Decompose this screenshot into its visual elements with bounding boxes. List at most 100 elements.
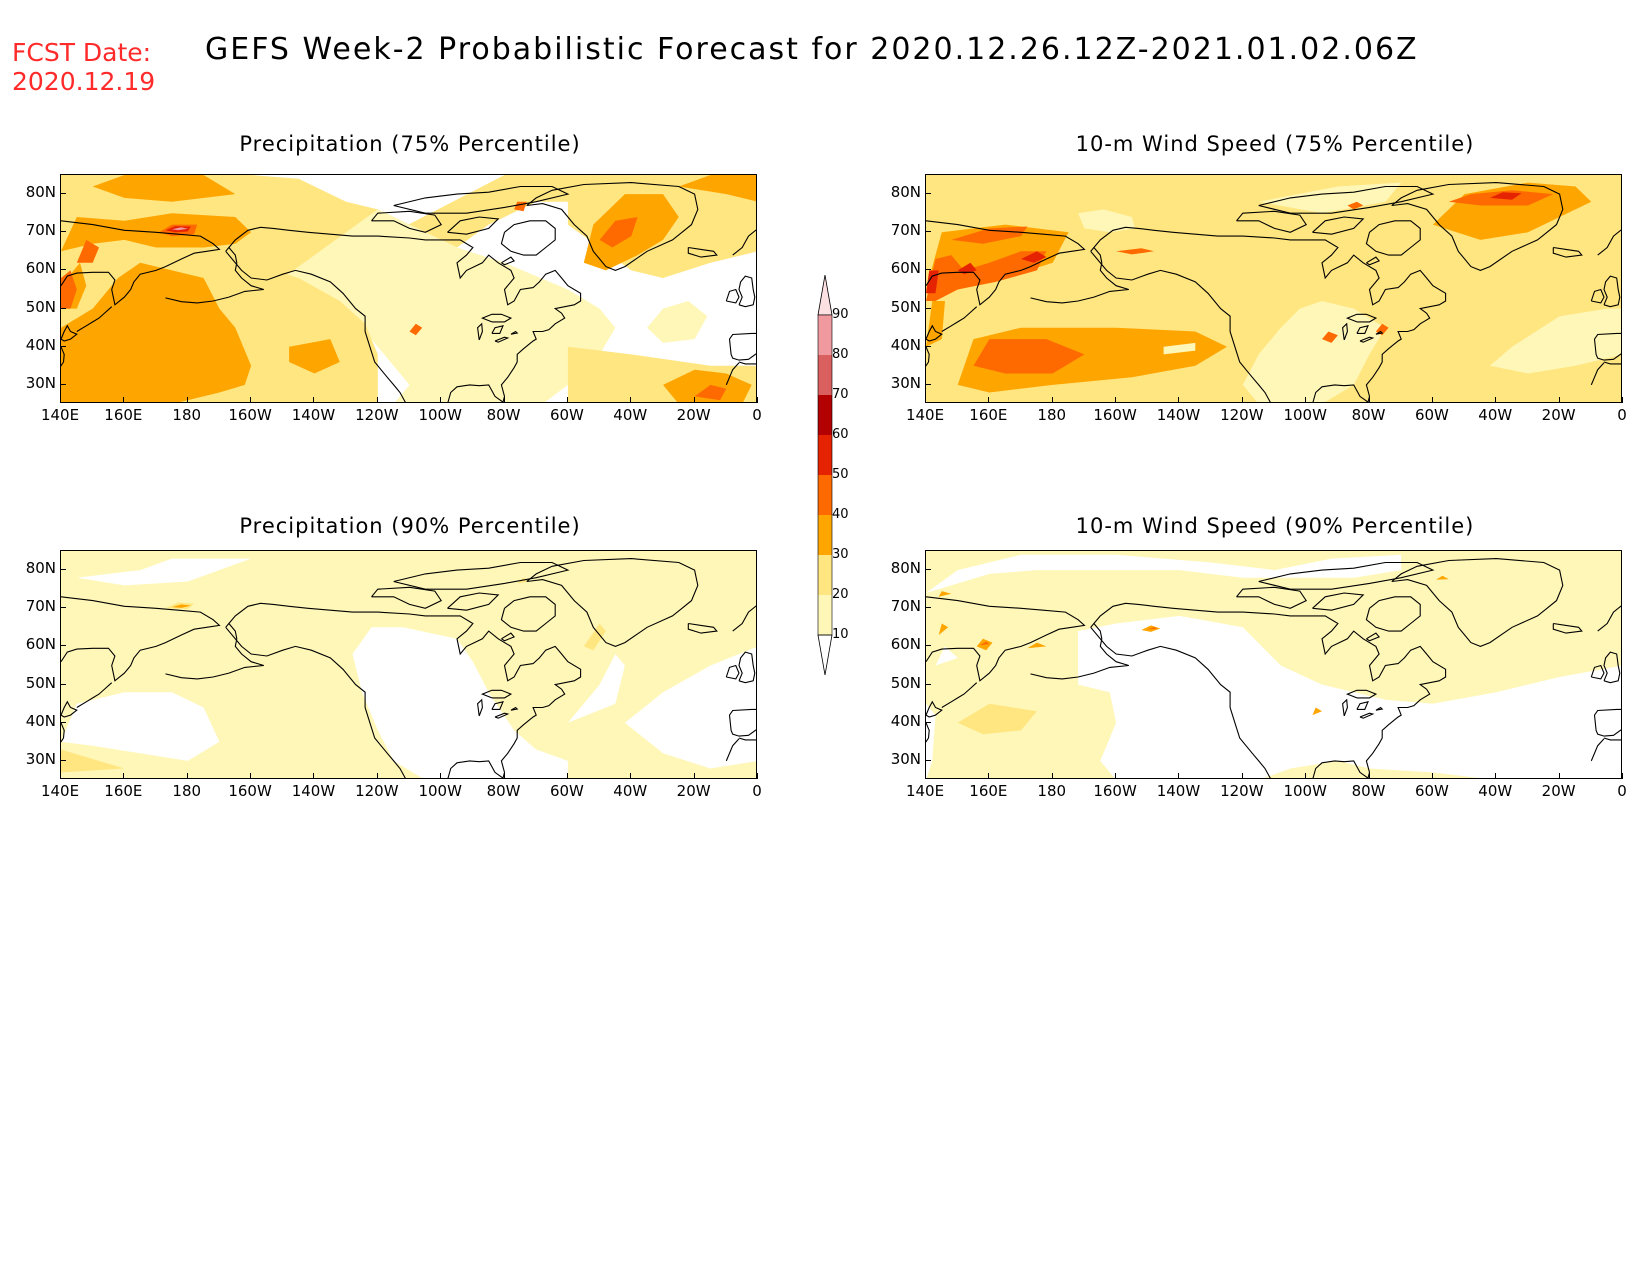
coastline — [1359, 712, 1375, 719]
coastline — [76, 306, 113, 332]
latitude-label: 50N — [25, 297, 56, 316]
longitude-label: 140W — [291, 782, 336, 800]
coastline — [480, 689, 513, 699]
probability-contour-region — [76, 239, 99, 263]
coastline — [76, 682, 113, 708]
colorbar-level-label: 90 — [832, 307, 849, 322]
colorbar-level-label: 40 — [832, 507, 849, 522]
colorbar-level-label: 60 — [832, 427, 849, 442]
coastline — [1345, 689, 1378, 699]
probability-contour-region — [926, 554, 1402, 593]
longitude-label: 20W — [1541, 782, 1576, 800]
latitude-label: 70N — [890, 597, 921, 616]
longitude-label: 140W — [1156, 782, 1201, 800]
longitude-label: 180 — [172, 782, 202, 800]
longitude-label: 140E — [905, 782, 945, 800]
probability-contour-region — [171, 604, 191, 608]
coastline — [738, 361, 756, 365]
probability-contour-region — [1078, 615, 1621, 778]
latitude-label: 30N — [890, 373, 921, 392]
coastline — [61, 596, 221, 682]
colorbar-level-label: 30 — [832, 547, 849, 562]
coastline — [926, 346, 930, 367]
probability-contour-region — [957, 703, 1037, 735]
longitude-tick — [1495, 397, 1497, 403]
panel-title-precip-75: Precipitation (75% Percentile) — [239, 132, 581, 156]
latitude-tick — [60, 307, 66, 309]
longitude-tick — [1622, 773, 1623, 779]
panel-title-wind-90: 10-m Wind Speed (90% Percentile) — [1075, 514, 1475, 538]
latitude-label: 50N — [25, 673, 56, 692]
coastline — [1603, 275, 1621, 308]
longitude-label: 180 — [1037, 406, 1067, 424]
latitude-tick — [925, 569, 931, 571]
coastline — [1391, 182, 1564, 271]
coastline — [1258, 561, 1435, 590]
latitude-label: 40N — [25, 711, 56, 730]
coastline — [165, 247, 264, 304]
probability-contour-region — [1147, 627, 1158, 630]
map-canvas — [61, 175, 756, 402]
coastline — [1356, 325, 1369, 334]
latitude-tick — [925, 759, 931, 761]
colorbar-band — [818, 355, 832, 395]
coastline — [1312, 592, 1365, 611]
longitude-label: 100W — [1283, 406, 1327, 424]
coastline — [1236, 586, 1308, 609]
probability-contour-region — [1489, 192, 1522, 200]
latitude-tick — [925, 269, 931, 271]
colorbar-band — [818, 475, 832, 515]
colorbar-band — [818, 315, 832, 355]
coastline — [1312, 216, 1365, 235]
latitude-tick — [60, 569, 66, 571]
longitude-label: 160W — [1093, 406, 1137, 424]
longitude-tick — [988, 397, 990, 403]
longitude-label: 0 — [1617, 782, 1627, 800]
coastline — [1342, 698, 1348, 717]
latitude-label: 30N — [890, 749, 921, 768]
longitude-label: 40W — [613, 406, 648, 424]
longitude-tick — [186, 773, 188, 779]
map-precip-90 — [60, 550, 757, 779]
longitude-label: 0 — [752, 782, 762, 800]
longitude-label: 80W — [486, 782, 521, 800]
probability-contour-region — [61, 262, 252, 402]
coastline — [1030, 247, 1129, 304]
latitude-label: 70N — [25, 597, 56, 616]
coastline — [61, 346, 65, 367]
latitude-label: 30N — [25, 749, 56, 768]
longitude-tick — [123, 773, 125, 779]
probability-contour-region — [92, 175, 236, 202]
probability-contour-region — [76, 558, 252, 586]
map-wind-75 — [925, 174, 1622, 403]
longitude-label: 140W — [291, 406, 336, 424]
longitude-tick — [630, 397, 632, 403]
coastline — [371, 586, 443, 609]
latitude-tick — [925, 345, 931, 347]
coastline — [732, 229, 756, 256]
coastline — [225, 250, 406, 402]
latitude-tick — [60, 759, 66, 761]
panel-title-precip-90: Precipitation (90% Percentile) — [239, 514, 581, 538]
longitude-tick — [186, 397, 188, 403]
coastline — [510, 330, 519, 335]
coastline — [1366, 632, 1381, 642]
coastline — [501, 632, 516, 642]
latitude-tick — [60, 683, 66, 685]
coastline — [738, 737, 756, 741]
longitude-tick — [1305, 773, 1307, 779]
longitude-tick — [250, 397, 252, 403]
latitude-label: 60N — [25, 635, 56, 654]
coastline — [393, 185, 570, 214]
longitude-label: 160W — [1093, 782, 1137, 800]
latitude-tick — [60, 269, 66, 271]
latitude-label: 70N — [25, 221, 56, 240]
latitude-tick — [60, 607, 66, 609]
coastline — [477, 698, 483, 717]
coastline — [725, 362, 740, 386]
colorbar-band — [818, 595, 832, 635]
longitude-label: 160W — [228, 406, 272, 424]
longitude-tick — [1622, 397, 1623, 403]
colorbar-band — [818, 435, 832, 475]
coastline — [1593, 332, 1621, 361]
